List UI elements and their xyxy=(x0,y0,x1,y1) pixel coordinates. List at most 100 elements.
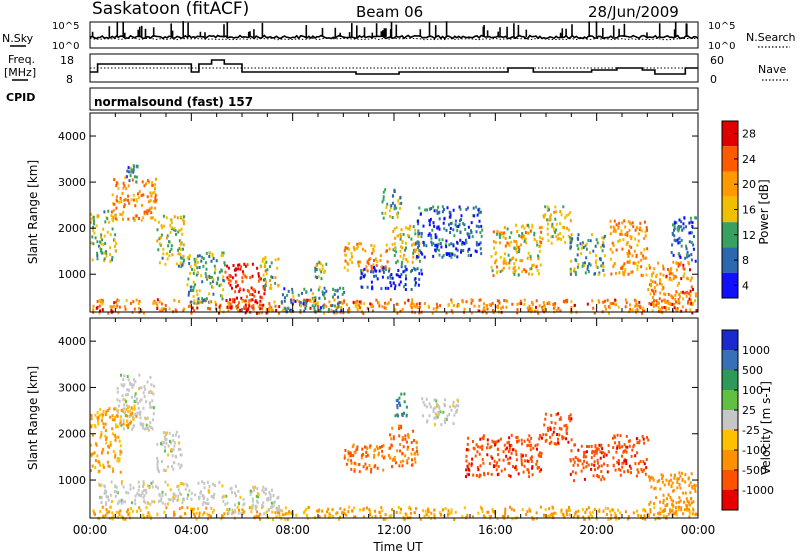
scatter-cells xyxy=(490,223,542,276)
ytick-label: 3000 xyxy=(58,176,86,189)
scatter-cells xyxy=(433,398,459,427)
nave-tick-lo: 0 xyxy=(710,73,717,86)
xtick-label: 00:00 xyxy=(73,523,108,537)
colorbar-tick-label: -1000 xyxy=(742,484,774,497)
scatter-cells xyxy=(611,433,650,478)
scatter-cells xyxy=(264,257,280,287)
colorbar-tick-label: -100 xyxy=(742,444,767,457)
xtick-label: 00:00 xyxy=(681,523,716,537)
scatter-region-6 xyxy=(224,484,282,516)
scatter-cells xyxy=(569,443,610,483)
scatter-cells xyxy=(390,188,403,208)
scatter-region-0 xyxy=(92,505,699,521)
frequency-line xyxy=(90,59,698,75)
colorbar-tick-label: -500 xyxy=(742,464,767,477)
scatter-cells xyxy=(160,439,173,453)
scatter-region-4 xyxy=(156,214,186,268)
scatter-region-9 xyxy=(394,392,408,418)
scatter-cells xyxy=(344,242,391,272)
scatter-region-10 xyxy=(343,242,391,273)
ytick-label: 2000 xyxy=(58,428,86,441)
time-axis: 00:00 04:00 08:00 12:00 16:00 20:00 00:00 xyxy=(73,523,716,537)
ytick-label: 2000 xyxy=(58,222,86,235)
ytick-label: 4000 xyxy=(58,335,86,348)
scatter-cells xyxy=(225,262,267,312)
colorbar-tick-label: 12 xyxy=(742,229,756,242)
colorbar-tick-label: 500 xyxy=(742,364,763,377)
colorbar-swatch xyxy=(722,196,738,223)
station-title: Saskatoon (fitACF) xyxy=(92,0,249,19)
scatter-cells xyxy=(225,489,273,511)
scatter-region-11 xyxy=(359,265,423,291)
noise-frame xyxy=(89,21,699,49)
date-title: 28/Jun/2009 xyxy=(588,3,679,21)
scatter-cells xyxy=(156,214,186,268)
scatter-region-3 xyxy=(116,406,138,428)
scatter-region-14 xyxy=(648,471,697,516)
scatter-cells xyxy=(112,177,157,222)
scatter-cells xyxy=(610,219,649,277)
colorbar-swatch xyxy=(722,330,738,350)
log-hi-right: 10^5 xyxy=(708,21,735,32)
scatter-cells xyxy=(648,263,696,309)
scatter-region-1 xyxy=(90,407,123,474)
N.Search-line xyxy=(89,37,699,41)
colorbar-swatch xyxy=(722,222,738,248)
colorbar-tick-label: 28 xyxy=(742,128,756,141)
scatter-cells xyxy=(343,242,388,272)
scatter-cells xyxy=(157,215,185,267)
colorbar-tick-label: 16 xyxy=(742,204,756,217)
xtick-label: 12:00 xyxy=(377,523,412,537)
scatter-region-18 xyxy=(609,219,649,277)
colorbar-swatch xyxy=(722,370,738,390)
scatter-cells xyxy=(650,263,694,309)
cpid-value: normalsound (fast) 157 xyxy=(94,95,253,109)
scatter-cells xyxy=(359,266,423,291)
ytick-label: 3000 xyxy=(58,381,86,394)
plot-background xyxy=(90,113,698,312)
colorbar-tick-label: -25 xyxy=(742,424,760,437)
scatter-region-1 xyxy=(90,209,118,264)
colorbar-frame xyxy=(721,329,739,511)
scatter-cells xyxy=(391,226,421,264)
xtick-label: 16:00 xyxy=(478,523,513,537)
scatter-cells xyxy=(98,480,225,507)
power-panel: 1000 2000 3000 4000 xyxy=(58,112,699,315)
scatter-cells xyxy=(96,210,117,262)
scatter-region-15 xyxy=(421,397,460,427)
colorbar-swatch xyxy=(722,490,738,510)
scatter-cells xyxy=(119,406,136,423)
power-colorbar: 28 24 20 16 12 8 4 xyxy=(721,120,756,299)
colorbar-swatch xyxy=(722,410,738,430)
scatter-cells xyxy=(186,251,225,304)
scatter-cells xyxy=(569,233,606,277)
scatter-region-5 xyxy=(156,430,183,474)
scatter-cells xyxy=(389,424,418,469)
xtick-label: 20:00 xyxy=(579,523,614,537)
colorbar-tick-label: 4 xyxy=(742,279,749,292)
freq-tick-lo: 8 xyxy=(66,73,73,86)
scatter-region-8 xyxy=(280,285,346,314)
scatter-region-0 xyxy=(92,298,698,315)
scatter-cells xyxy=(271,276,274,279)
scatter-region-7 xyxy=(343,443,391,474)
noise-spikes xyxy=(91,21,688,37)
freq-label-line1: Freq. xyxy=(8,53,35,66)
colorbar-swatch xyxy=(722,272,738,298)
log-lo-left: 10^0 xyxy=(52,41,79,52)
scatter-region-3 xyxy=(124,164,139,184)
scatter-cells xyxy=(544,205,573,242)
scatter-cells xyxy=(90,212,118,264)
scatter-region-12 xyxy=(391,224,421,266)
colorbar-tick-label: 8 xyxy=(742,254,749,267)
scatter-cells xyxy=(314,267,318,280)
scatter-region-5 xyxy=(186,251,226,305)
scatter-cells xyxy=(224,263,267,311)
nave-label: Nave xyxy=(758,63,786,76)
velocity-colorbar-label: Velocity [m s-1] xyxy=(759,381,773,475)
scatter-region-8 xyxy=(389,424,419,469)
scatter-cells xyxy=(317,261,326,279)
log-lo-right: 10^0 xyxy=(708,41,735,52)
scatter-region-17 xyxy=(569,233,606,277)
